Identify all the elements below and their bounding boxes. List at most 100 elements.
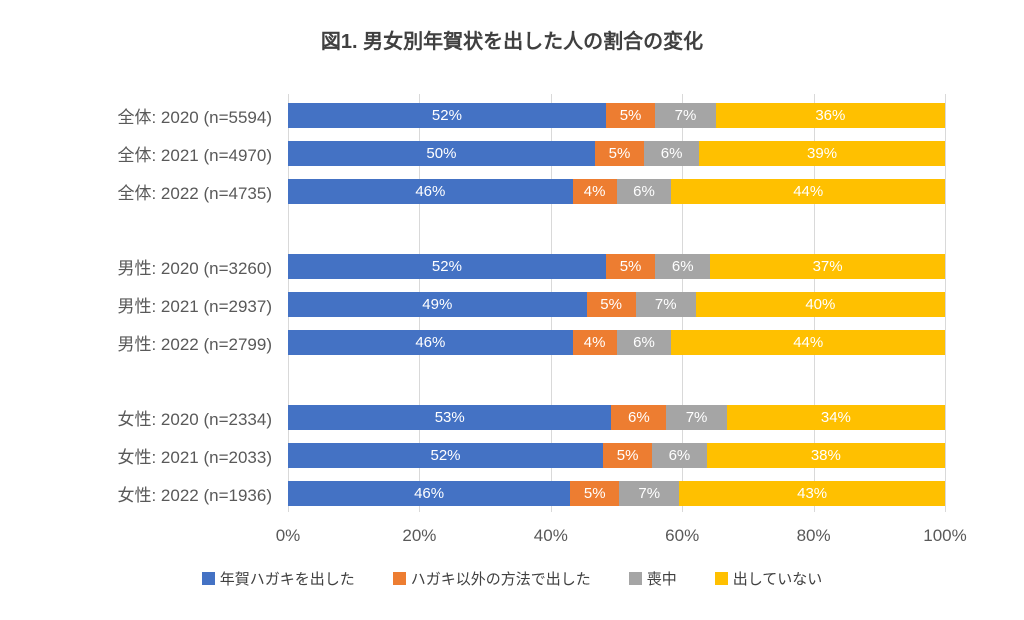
value-label: 52% (430, 446, 461, 464)
bar-segment-mourning: 7% (635, 291, 696, 317)
legend-item-sent-other-method: ハガキ以外の方法で出した (392, 568, 591, 589)
bar-segment-did-not-send: 43% (679, 480, 945, 506)
value-label: 37% (812, 257, 843, 275)
category-label: 男性: 2022 (n=2799) (117, 334, 272, 354)
value-label: 5% (619, 257, 642, 275)
stacked-bar-chart: 全体: 2020 (n=5594) 52% 5% 7% 36% 全体: 2021 (n=4… (40, 94, 967, 552)
bar-segment-sent-nenga-hagaki: 52% (288, 253, 606, 279)
value-label: 39% (807, 144, 838, 162)
bar-segment-sent-nenga-hagaki: 46% (288, 480, 571, 506)
legend-swatch-icon (392, 572, 406, 585)
value-label: 52% (431, 257, 462, 275)
category-label: 男性: 2021 (n=2937) (117, 296, 272, 316)
legend: 年賀ハガキを出した ハガキ以外の方法で出した 喪中 出していない (0, 568, 1024, 589)
value-label: 50% (426, 144, 457, 162)
bar-segment-mourning: 6% (652, 442, 707, 468)
bar-segment-sent-other-method: 5% (605, 102, 656, 128)
value-label: 6% (660, 144, 683, 162)
chart-row: 男性: 2020 (n=3260) 52% 5% 6% 37% (40, 247, 945, 285)
chart-title: 図1. 男女別年賀状を出した人の割合の変化 (320, 31, 704, 53)
category-label: 男性: 2020 (n=3260) (117, 258, 272, 278)
value-label: 7% (638, 484, 661, 502)
bar-segment-sent-other-method: 6% (611, 404, 667, 430)
stacked-bar: 46% 4% 6% 44% (288, 329, 945, 355)
bar-segment-did-not-send: 39% (699, 140, 945, 166)
bar-segment-mourning: 6% (616, 178, 672, 204)
chart-row: 女性: 2020 (n=2334) 53% 6% 7% 34% (40, 398, 946, 436)
legend-label: 出していない (732, 571, 823, 588)
bar-segment-sent-nenga-hagaki: 49% (288, 291, 587, 317)
bar-segment-sent-other-method: 4% (572, 178, 617, 204)
value-label: 49% (422, 295, 453, 313)
value-label: 44% (793, 333, 824, 351)
value-label: 5% (600, 295, 622, 313)
bar-segment-sent-nenga-hagaki: 46% (288, 178, 573, 204)
category-label: 女性: 2020 (n=2334) (117, 409, 272, 429)
stacked-bar: 52% 5% 7% 36% (288, 102, 945, 128)
bar-segment-mourning: 6% (616, 329, 672, 355)
chart-row: 女性: 2022 (n=1936) 46% 5% 7% 43% (40, 474, 945, 512)
bar-segment-did-not-send: 44% (671, 329, 945, 355)
value-label: 4% (583, 333, 606, 351)
value-label: 7% (674, 106, 697, 124)
bar-segment-sent-other-method: 5% (586, 291, 636, 317)
x-axis-tick-label: 60% (665, 526, 700, 545)
x-axis-tick-label: 80% (796, 526, 831, 545)
bar-segment-sent-other-method: 4% (572, 329, 617, 355)
value-label: 6% (633, 333, 655, 351)
x-axis-tick-label: 100% (923, 526, 967, 545)
legend-label: 年賀ハガキを出した (219, 571, 355, 588)
stacked-bar: 52% 5% 6% 37% (288, 253, 945, 279)
value-label: 36% (815, 106, 846, 124)
value-label: 46% (415, 333, 446, 351)
bar-segment-sent-nenga-hagaki: 50% (288, 140, 595, 166)
bar-segment-sent-nenga-hagaki: 52% (288, 102, 606, 128)
value-label: 7% (654, 295, 677, 313)
bar-segment-sent-nenga-hagaki: 46% (288, 329, 573, 355)
bar-segment-sent-other-method: 5% (594, 140, 645, 166)
stacked-bar: 46% 5% 7% 43% (288, 480, 945, 506)
bar-segment-did-not-send: 38% (706, 442, 945, 468)
bar-segment-sent-other-method: 5% (570, 480, 620, 506)
value-label: 46% (415, 182, 446, 200)
legend-label: ハガキ以外の方法で出した (410, 571, 591, 588)
bar-segment-sent-nenga-hagaki: 53% (288, 404, 612, 430)
x-axis-tick-label: 40% (533, 526, 568, 545)
bar-segment-did-not-send: 34% (726, 404, 946, 430)
bar-group-zentai: 全体: 2020 (n=5594) 52% 5% 7% 36% 全体: 2021 (n=4… (40, 96, 945, 210)
value-label: 5% (619, 106, 642, 124)
legend-swatch-icon (628, 572, 642, 585)
category-label: 女性: 2022 (n=1936) (117, 485, 272, 505)
bar-segment-sent-nenga-hagaki: 52% (288, 442, 604, 468)
value-label: 34% (820, 408, 851, 426)
bar-segment-mourning: 7% (655, 102, 716, 128)
bar-segment-sent-other-method: 5% (603, 442, 653, 468)
legend-item-sent-nenga-hagaki: 年賀ハガキを出した (201, 568, 355, 589)
x-axis-tick-label: 20% (402, 526, 437, 545)
value-label: 53% (434, 408, 465, 426)
bar-segment-did-not-send: 36% (715, 102, 945, 128)
bar-groups: 全体: 2020 (n=5594) 52% 5% 7% 36% 全体: 2021 (n=4… (40, 96, 946, 512)
stacked-bar: 52% 5% 6% 38% (288, 442, 945, 468)
gridline (945, 94, 946, 512)
value-label: 6% (671, 257, 694, 275)
chart-row: 女性: 2021 (n=2033) 52% 5% 6% 38% (40, 436, 945, 474)
value-label: 6% (633, 182, 655, 200)
legend-item-mourning: 喪中 (628, 568, 677, 589)
bar-segment-did-not-send: 44% (671, 178, 945, 204)
category-label: 全体: 2022 (n=4735) (117, 183, 272, 203)
bar-segment-sent-other-method: 5% (605, 253, 656, 279)
value-label: 38% (810, 446, 841, 464)
chart-row: 全体: 2020 (n=5594) 52% 5% 7% 36% (40, 96, 945, 134)
bar-segment-mourning: 7% (619, 480, 680, 506)
value-label: 6% (628, 408, 650, 426)
legend-item-did-not-send: 出していない (714, 568, 823, 589)
value-label: 5% (583, 484, 606, 502)
value-label: 4% (583, 182, 606, 200)
category-label: 全体: 2021 (n=4970) (117, 145, 272, 165)
chart-row: 全体: 2021 (n=4970) 50% 5% 6% 39% (40, 134, 945, 172)
bar-segment-mourning: 6% (644, 140, 700, 166)
bar-group-dansei: 男性: 2020 (n=3260) 52% 5% 6% 37% 男性: 2021 (n=2… (40, 247, 945, 361)
chart-row: 男性: 2021 (n=2937) 49% 5% 7% 40% (40, 285, 945, 323)
